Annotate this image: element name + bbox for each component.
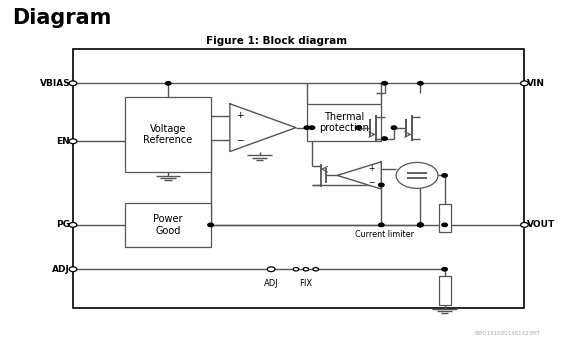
Polygon shape (337, 162, 381, 189)
Text: +: + (237, 111, 244, 120)
Circle shape (355, 126, 361, 129)
Circle shape (418, 223, 423, 227)
Circle shape (442, 268, 447, 271)
Circle shape (69, 223, 77, 227)
Circle shape (418, 223, 423, 227)
Circle shape (520, 81, 528, 86)
Text: +: + (368, 164, 375, 173)
Circle shape (418, 223, 423, 227)
Text: ADJ: ADJ (264, 279, 279, 289)
Polygon shape (230, 104, 296, 151)
Bar (125, 203, 211, 247)
Text: Thermal
protection: Thermal protection (319, 112, 369, 133)
Text: VBIAS: VBIAS (39, 79, 70, 88)
Text: −: − (237, 135, 244, 144)
Text: Diagram: Diagram (12, 8, 112, 28)
Bar (125, 97, 211, 172)
Circle shape (379, 183, 384, 187)
Circle shape (379, 223, 384, 227)
Circle shape (309, 126, 315, 129)
Text: EN: EN (56, 137, 70, 146)
Circle shape (442, 174, 447, 177)
Circle shape (382, 82, 387, 85)
Bar (307, 104, 381, 141)
Text: VOUT: VOUT (527, 221, 555, 229)
Circle shape (396, 162, 438, 189)
Text: 6IPO15103014S1423MT: 6IPO15103014S1423MT (475, 331, 541, 336)
Circle shape (391, 126, 397, 129)
Text: VIN: VIN (527, 79, 545, 88)
Text: Voltage
Reference: Voltage Reference (143, 123, 193, 145)
Circle shape (418, 82, 423, 85)
Circle shape (208, 223, 214, 227)
Circle shape (313, 268, 319, 271)
Circle shape (382, 137, 387, 140)
Text: FIX: FIX (300, 279, 312, 289)
Circle shape (69, 81, 77, 86)
Text: −: − (368, 178, 375, 187)
Circle shape (418, 223, 423, 227)
Circle shape (442, 223, 447, 227)
Circle shape (520, 223, 528, 227)
Text: Current limiter: Current limiter (355, 230, 414, 239)
Bar (438, 276, 451, 305)
Bar (73, 49, 524, 309)
Text: Power
Good: Power Good (153, 214, 183, 236)
Circle shape (303, 268, 309, 271)
Circle shape (293, 268, 298, 271)
Circle shape (304, 126, 310, 129)
Circle shape (69, 267, 77, 272)
Bar (438, 204, 451, 232)
Text: Figure 1: Block diagram: Figure 1: Block diagram (206, 35, 347, 45)
Circle shape (69, 139, 77, 144)
Text: ADJ: ADJ (52, 265, 70, 274)
Circle shape (165, 82, 171, 85)
Circle shape (268, 267, 275, 272)
Text: PG: PG (56, 221, 70, 229)
